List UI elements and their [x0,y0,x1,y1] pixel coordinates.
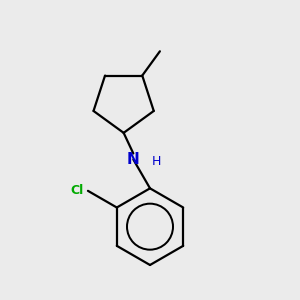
Text: N: N [127,152,140,167]
Text: Cl: Cl [71,184,84,197]
Text: H: H [152,155,161,168]
